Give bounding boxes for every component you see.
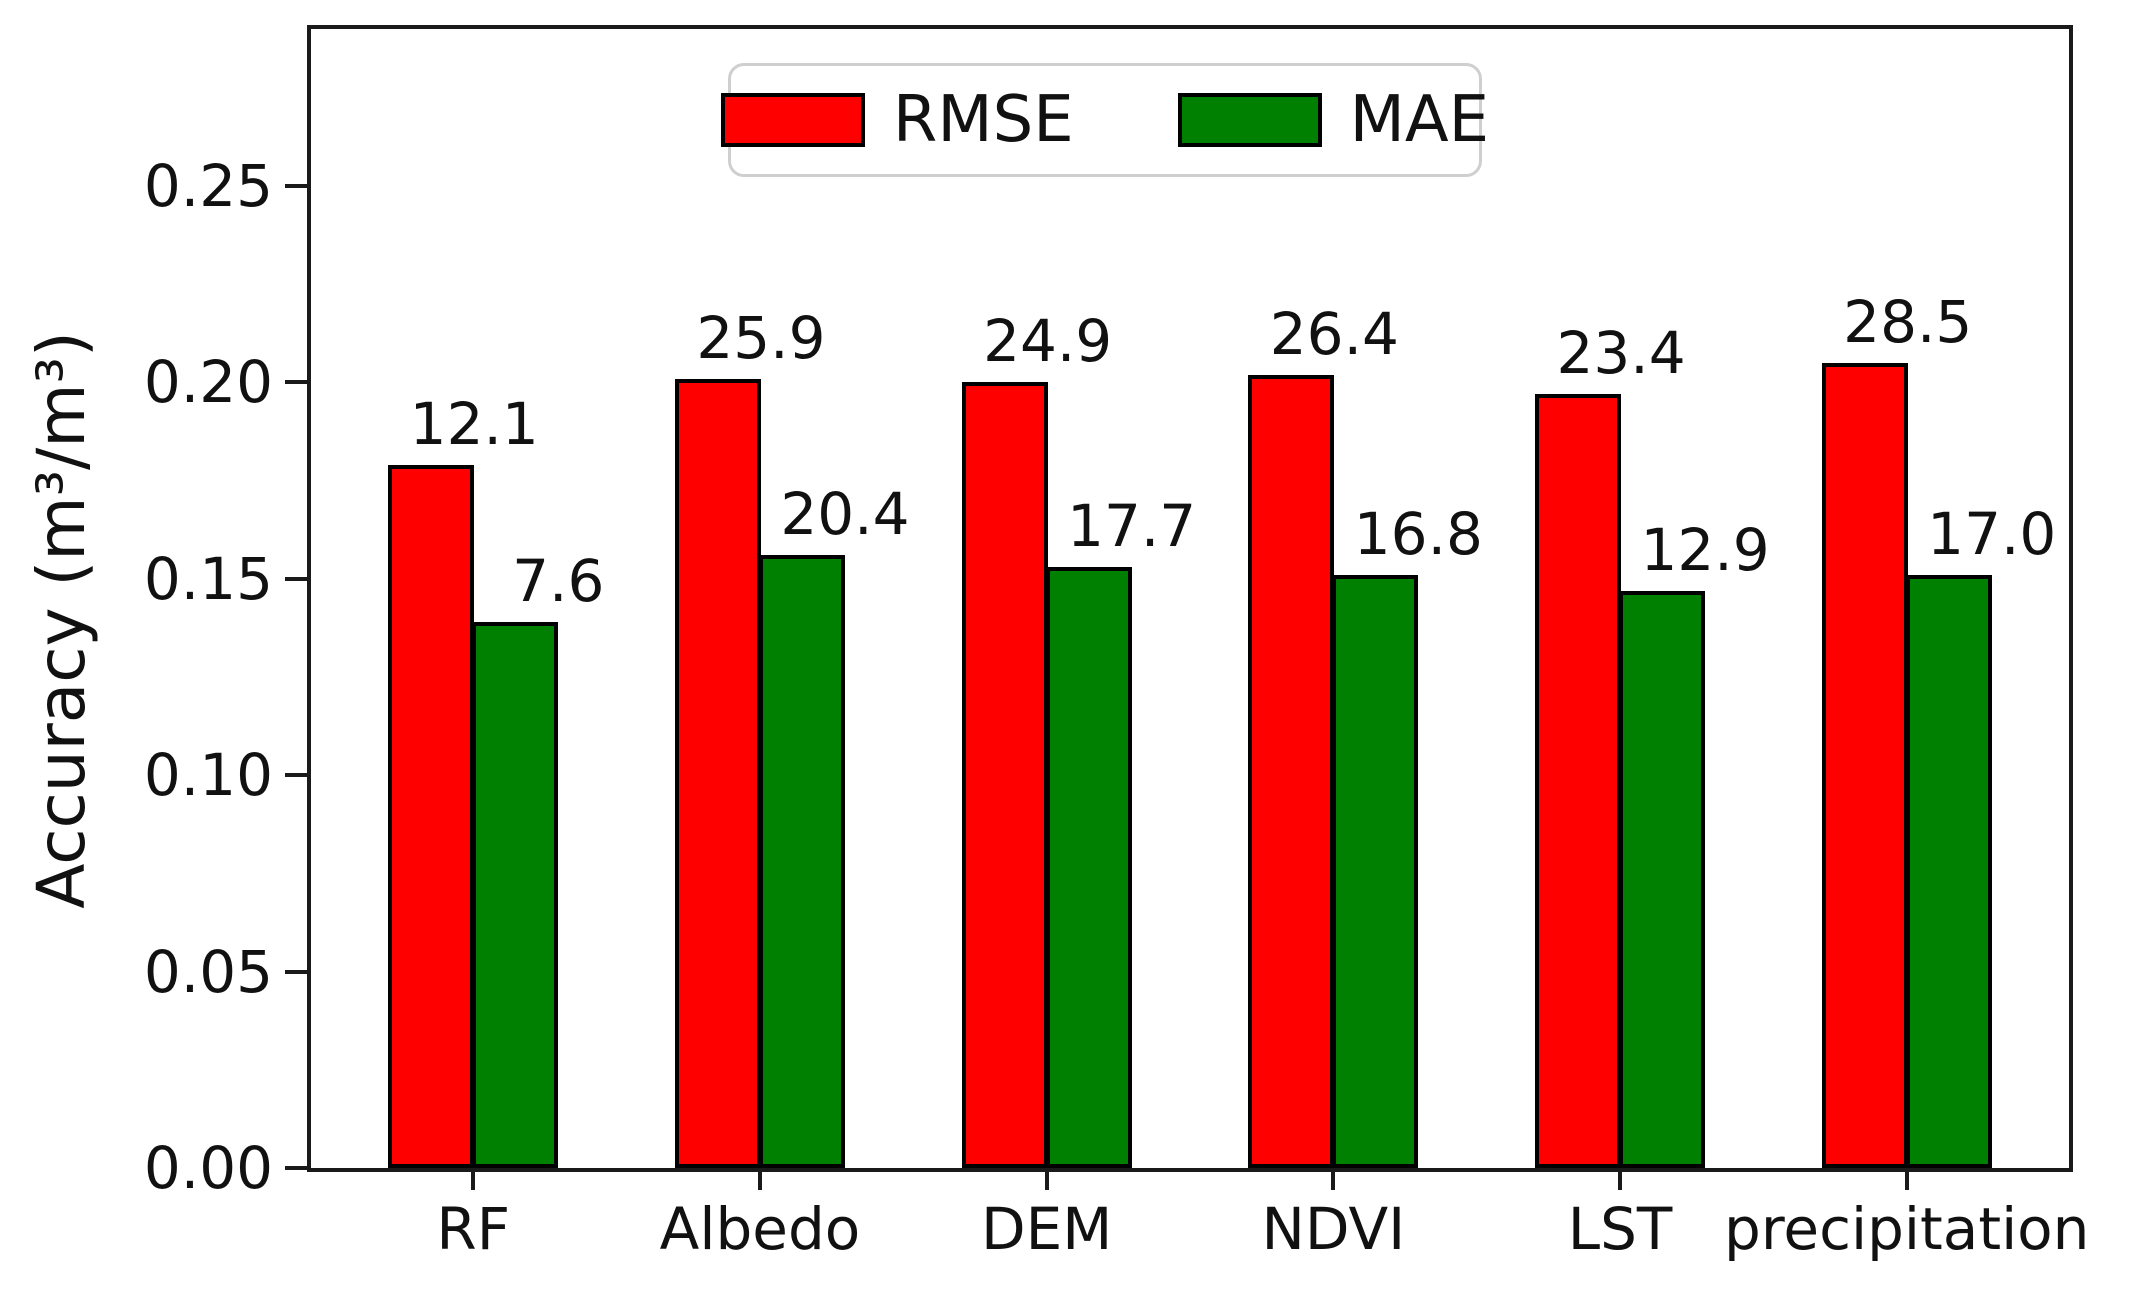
legend-label-rmse: RMSE	[892, 83, 1074, 157]
x-tick-label-rf: RF	[436, 1195, 511, 1263]
bar-value-label-rmse-ndvi: 26.4	[1269, 299, 1399, 368]
bar-value-label-mae-lst: 12.9	[1640, 515, 1770, 584]
bar-mae-albedo	[758, 555, 845, 1168]
y-tick-label: 0.05	[143, 937, 273, 1006]
x-tick-mark	[757, 1168, 762, 1190]
y-tick-mark	[285, 969, 307, 974]
bar-mae-rf	[472, 622, 559, 1168]
y-tick-label: 0.10	[143, 741, 273, 810]
bar-value-label-mae-rf: 7.6	[512, 547, 605, 616]
legend-swatch-rmse	[720, 93, 865, 147]
y-tick-mark	[285, 380, 307, 385]
y-tick-label: 0.25	[143, 152, 273, 221]
bar-mae-ndvi	[1332, 574, 1419, 1168]
legend-swatch-mae	[1177, 93, 1322, 147]
x-tick-label-albedo: Albedo	[659, 1195, 861, 1263]
bar-mae-precipitation	[1905, 574, 1992, 1168]
bar-mae-lst	[1619, 590, 1706, 1168]
x-tick-mark	[1904, 1168, 1909, 1190]
bar-rmse-rf	[388, 464, 475, 1168]
plot-area: 0.00 0.05 0.10 0.15 0.20 0.25 RF 12.1 7.6 Albedo 2…	[144, 25, 2089, 1258]
bar-value-label-mae-dem: 17.7	[1067, 492, 1197, 561]
bar-value-label-rmse-dem: 24.9	[983, 307, 1113, 376]
x-tick-label-precipitation: precipitation	[1724, 1195, 2090, 1263]
x-tick-mark	[1618, 1168, 1623, 1190]
bar-value-label-rmse-lst: 23.4	[1556, 319, 1686, 388]
bar-value-label-rmse-rf: 12.1	[409, 389, 539, 458]
y-tick-mark	[285, 773, 307, 778]
x-tick-mark	[471, 1168, 476, 1190]
bar-rmse-precipitation	[1821, 362, 1908, 1168]
bar-value-label-rmse-albedo: 25.9	[696, 303, 826, 372]
bar-mae-dem	[1045, 567, 1132, 1168]
legend: RMSE MAE	[720, 63, 1489, 177]
legend-label-mae: MAE	[1349, 83, 1490, 157]
x-tick-mark	[1331, 1168, 1336, 1190]
y-tick-label: 0.20	[143, 348, 273, 417]
bar-rmse-dem	[961, 382, 1048, 1168]
bar-value-label-rmse-precipitation: 28.5	[1843, 287, 1973, 356]
y-tick-label: 0.00	[143, 1134, 273, 1202]
x-tick-label-lst: LST	[1567, 1195, 1673, 1263]
y-tick-mark	[285, 184, 307, 189]
y-tick-mark	[285, 576, 307, 581]
bar-rmse-ndvi	[1248, 374, 1335, 1168]
bar-value-label-mae-albedo: 20.4	[780, 480, 910, 549]
y-tick-mark	[285, 1166, 307, 1170]
bar-rmse-lst	[1535, 394, 1622, 1168]
y-tick-label: 0.15	[143, 544, 273, 613]
x-tick-label-ndvi: NDVI	[1261, 1195, 1406, 1263]
y-axis-title: Accuracy (m³/m³)	[23, 331, 100, 909]
bar-value-label-mae-precipitation: 17.0	[1927, 499, 2057, 568]
x-tick-mark	[1044, 1168, 1049, 1190]
x-tick-label-dem: DEM	[980, 1195, 1113, 1263]
bar-rmse-albedo	[674, 378, 761, 1168]
bar-value-label-mae-ndvi: 16.8	[1353, 499, 1483, 568]
